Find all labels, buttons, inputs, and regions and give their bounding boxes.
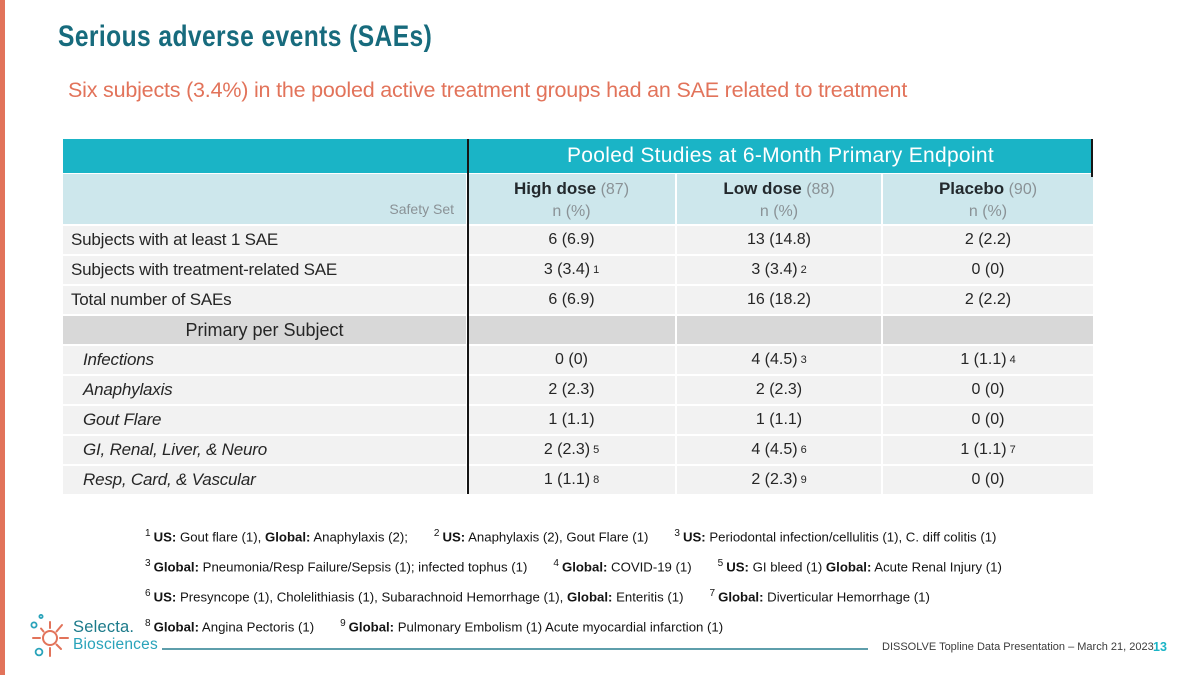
footnote-line: 3 Global: Pneumonia/Resp Failure/Sepsis (… [145, 551, 1190, 581]
column-header-name: High dose (87) [513, 178, 630, 198]
section-label: Primary per Subject [63, 316, 468, 344]
footnote-line: 6 US: Presyncope (1), Cholelithiasis (1),… [145, 581, 1190, 611]
footnotes: 1 US: Gout flare (1), Global: Anaphylaxis… [145, 521, 1190, 641]
table-column-headers: Safety Set High dose (87) n (%) Low dose (… [63, 174, 1093, 224]
table-row: Subjects with at least 1 SAE 6 (6.9) 13 (1… [63, 226, 1093, 254]
row-label: Infections [63, 346, 468, 374]
value-cell: 0 (0) [883, 376, 1093, 404]
footnote-item: 4 Global: COVID-19 (1) [553, 557, 692, 575]
value-cell: 1 (1.1) 4 [883, 346, 1093, 374]
column-header-name: Placebo (90) [938, 178, 1038, 198]
table-row: Total number of SAEs 6 (6.9) 16 (18.2) 2 (2… [63, 286, 1093, 314]
footnote-line: 8 Global: Angina Pectoris (1) 9 Global: Pul… [145, 611, 1190, 641]
company-logo: Selecta. Biosciences [28, 612, 158, 660]
table-banner: Pooled Studies at 6-Month Primary Endpoi… [63, 139, 1093, 173]
row-label: Total number of SAEs [63, 286, 468, 314]
column-header: Low dose (88) n (%) [677, 174, 883, 224]
subtitle: Six subjects (3.4%) in the pooled active… [68, 78, 908, 102]
column-header-sub: n (%) [552, 202, 591, 220]
value-cell: 2 (2.3) [677, 376, 883, 404]
column-header-sub: n (%) [759, 202, 799, 220]
left-accent-bar [0, 0, 5, 675]
table-row: Infections 0 (0) 4 (4.5) 3 1 (1.1) 4 [63, 346, 1093, 374]
section-empty-cell [468, 316, 677, 344]
table-row: GI, Renal, Liver, & Neuro 2 (2.3) 5 4 (4.5)… [63, 436, 1093, 464]
safety-set-label: Safety Set [63, 174, 468, 224]
footnote-item: 3 Global: Pneumonia/Resp Failure/Sepsis (… [145, 557, 528, 575]
table-row: Resp, Card, & Vascular 1 (1.1) 8 2 (2.3) 9 0 … [63, 466, 1093, 494]
footnote-item: 7 Global: Diverticular Hemorrhage (1) [709, 587, 930, 605]
column-header: Placebo (90) n (%) [883, 174, 1093, 224]
footnote-item: 2 US: Anaphylaxis (2), Gout Flare (1) [433, 527, 649, 545]
footnote-item: 3 US: Periodontal infection/cellulitis (1… [674, 527, 997, 545]
row-label: Anaphylaxis [63, 376, 468, 404]
value-cell: 6 (6.9) [468, 226, 677, 254]
value-cell: 2 (2.3) 9 [677, 466, 883, 494]
footer-presentation-label: DISSOLVE Topline Data Presentation – Mar… [882, 641, 1154, 653]
table-row: Gout Flare 1 (1.1) 1 (1.1) 0 (0) [63, 406, 1093, 434]
footnote-item: 1 US: Gout flare (1), Global: Anaphylaxis… [145, 527, 408, 545]
value-cell: 13 (14.8) [677, 226, 883, 254]
value-cell: 2 (2.3) 5 [468, 436, 677, 464]
sae-table: Pooled Studies at 6-Month Primary Endpoi… [63, 139, 1093, 496]
value-cell: 2 (2.2) [883, 226, 1093, 254]
company-name: Selecta. Biosciences [73, 618, 158, 654]
value-cell: 4 (4.5) 6 [677, 436, 883, 464]
page-title: Serious adverse events (SAEs) [58, 20, 433, 53]
value-cell: 2 (2.3) [468, 376, 677, 404]
sunburst-icon [30, 614, 69, 657]
footnote-item: 9 Global: Pulmonary Embolism (1) Acute my… [340, 617, 724, 635]
footnote-item: 5 US: GI bleed (1) Global: Acute Renal In… [717, 557, 1002, 575]
value-cell: 1 (1.1) 8 [468, 466, 677, 494]
column-header-name: Low dose (88) [723, 178, 835, 198]
section-empty-cell [677, 316, 883, 344]
value-cell: 0 (0) [468, 346, 677, 374]
value-cell: 2 (2.2) [883, 286, 1093, 314]
table-row: Anaphylaxis 2 (2.3) 2 (2.3) 0 (0) [63, 376, 1093, 404]
row-label: Subjects with treatment-related SAE [63, 256, 468, 284]
table-row: Subjects with treatment-related SAE 3 (3.… [63, 256, 1093, 284]
column-divider-line [467, 139, 469, 494]
row-label: GI, Renal, Liver, & Neuro [63, 436, 468, 464]
value-cell: 0 (0) [883, 406, 1093, 434]
row-label: Resp, Card, & Vascular [63, 466, 468, 494]
value-cell: 3 (3.4) 1 [468, 256, 677, 284]
column-header-sub: n (%) [968, 202, 1008, 220]
value-cell: 4 (4.5) 3 [677, 346, 883, 374]
table-body: Subjects with at least 1 SAE 6 (6.9) 13 (1… [63, 226, 1093, 494]
value-cell: 3 (3.4) 2 [677, 256, 883, 284]
value-cell: 16 (18.2) [677, 286, 883, 314]
value-cell: 1 (1.1) [468, 406, 677, 434]
row-label: Subjects with at least 1 SAE [63, 226, 468, 254]
footnote-item: 8 Global: Angina Pectoris (1) [145, 617, 315, 635]
banner-title: Pooled Studies at 6-Month Primary Endpoi… [567, 144, 994, 167]
brand-line-2: Biosciences [73, 636, 158, 653]
section-empty-cell [883, 316, 1093, 344]
column-header: High dose (87) n (%) [468, 174, 677, 224]
value-cell: 1 (1.1) [677, 406, 883, 434]
section-row: Primary per Subject [63, 316, 1093, 344]
footer-divider-line [162, 648, 868, 650]
value-cell: 6 (6.9) [468, 286, 677, 314]
value-cell: 1 (1.1) 7 [883, 436, 1093, 464]
value-cell: 0 (0) [883, 466, 1093, 494]
footnote-line: 1 US: Gout flare (1), Global: Anaphylaxis… [145, 521, 1190, 551]
footnote-item: 6 US: Presyncope (1), Cholelithiasis (1),… [145, 587, 684, 605]
page-number: 13 [1153, 640, 1167, 654]
row-label: Gout Flare [63, 406, 468, 434]
brand-line-1: Selecta. [73, 618, 135, 636]
value-cell: 0 (0) [883, 256, 1093, 284]
banner-right-line [1091, 139, 1093, 177]
